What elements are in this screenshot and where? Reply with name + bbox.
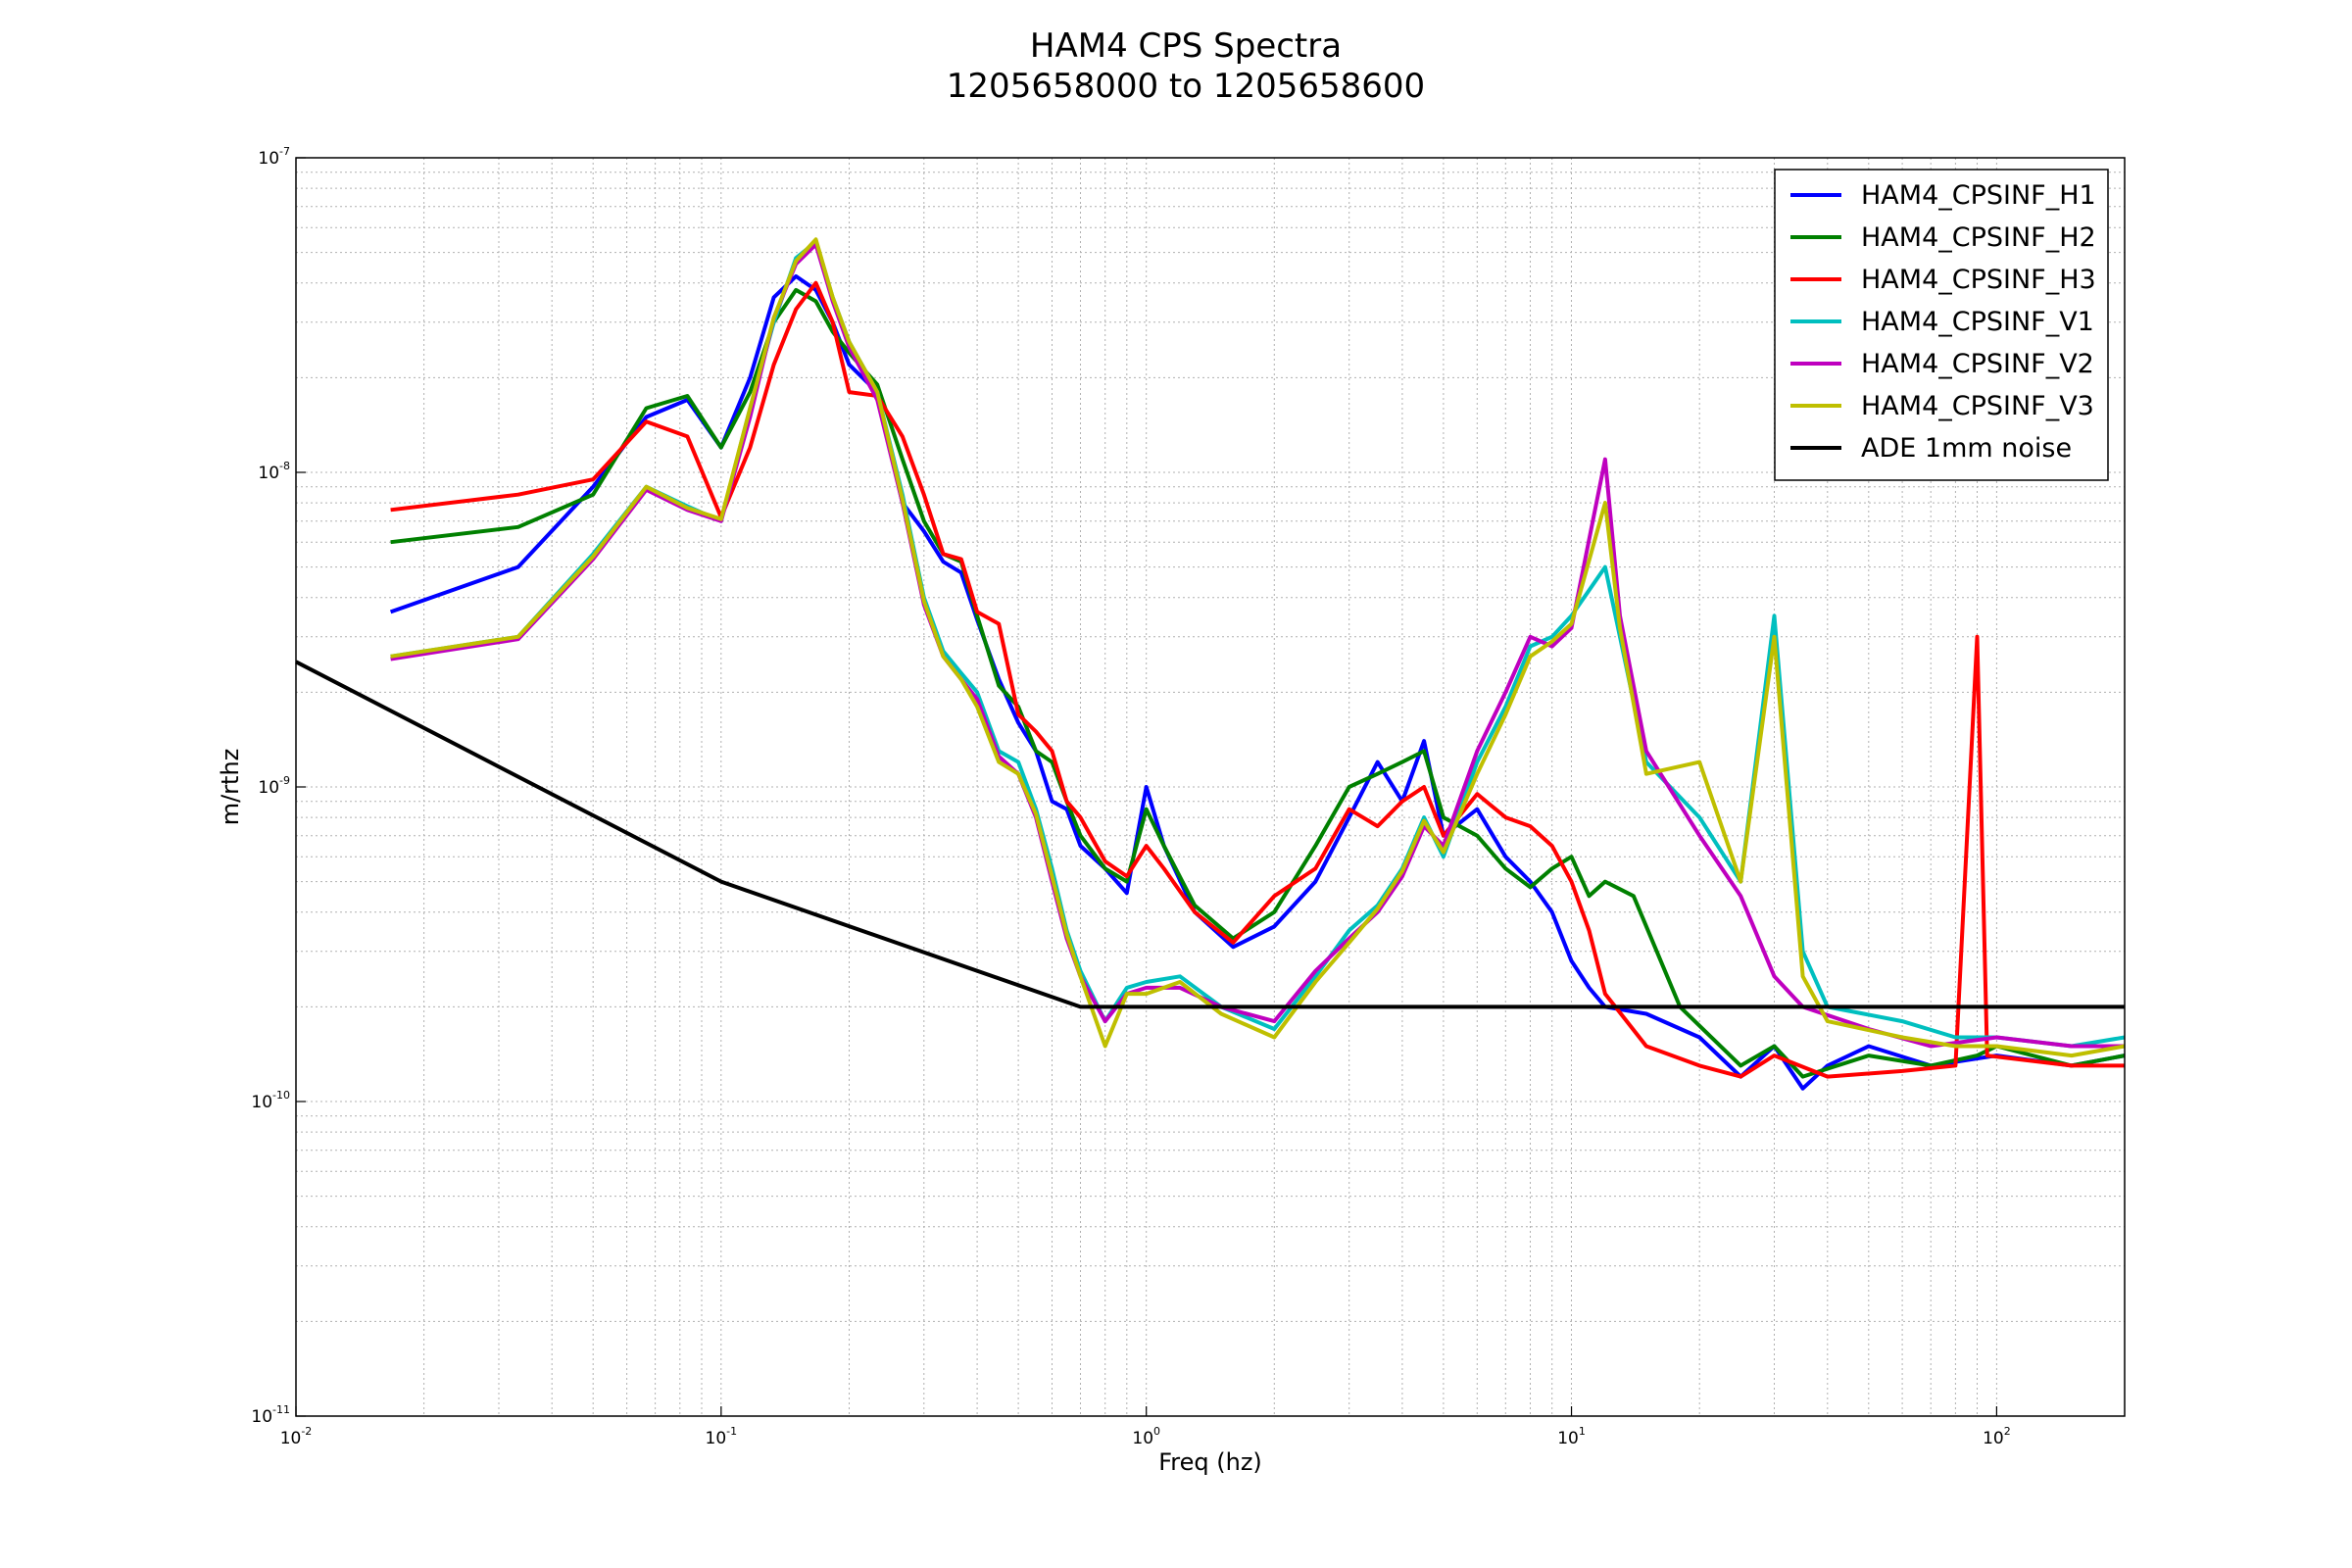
legend-box (1774, 169, 2109, 481)
y-tick-label: 10-9 (258, 774, 290, 798)
legend-label: HAM4_CPSINF_V3 (1861, 391, 2094, 421)
legend-label: HAM4_CPSINF_H2 (1861, 222, 2096, 253)
y-tick-label: 10-10 (251, 1089, 290, 1112)
series-layer (295, 237, 2126, 1091)
x-tick-label: 102 (1983, 1425, 2011, 1448)
x-tick-label: 10-2 (280, 1425, 313, 1448)
legend-label: HAM4_CPSINF_V1 (1861, 307, 2094, 337)
y-tick-label: 10-7 (258, 145, 290, 169)
x-tick-label: 100 (1132, 1425, 1160, 1448)
x-tick-label: 101 (1557, 1425, 1586, 1448)
y-tick-label: 10-11 (251, 1403, 290, 1427)
legend-label: ADE 1mm noise (1861, 433, 2072, 464)
chart-subtitle: 1205658000 to 1205658600 (947, 67, 1425, 106)
x-axis-label: Freq (hz) (1158, 1448, 1262, 1476)
x-tick-label: 10-1 (706, 1425, 738, 1448)
y-tick-label: 10-8 (258, 460, 290, 483)
series-line-7 (295, 660, 2125, 1009)
series-line-3 (390, 280, 2125, 1079)
legend: HAM4_CPSINF_H1 HAM4_CPSINF_H2 HAM4_CPSINF_… (1774, 169, 2109, 481)
legend-label: HAM4_CPSINF_H1 (1861, 180, 2096, 211)
legend-label: HAM4_CPSINF_V2 (1861, 349, 2094, 379)
y-axis-label: m/rthz (217, 749, 244, 826)
y-axis-ticks: 10-11 10-10 10-9 10-8 10-7 (251, 145, 306, 1427)
series-line-5 (390, 242, 2125, 1049)
chart-title: HAM4 CPS Spectra (1030, 26, 1342, 66)
legend-label: HAM4_CPSINF_H3 (1861, 265, 2096, 295)
series-line-6 (390, 237, 2126, 1058)
x-axis-ticks: 10-2 10-1 100 101 102 (280, 1406, 2011, 1448)
